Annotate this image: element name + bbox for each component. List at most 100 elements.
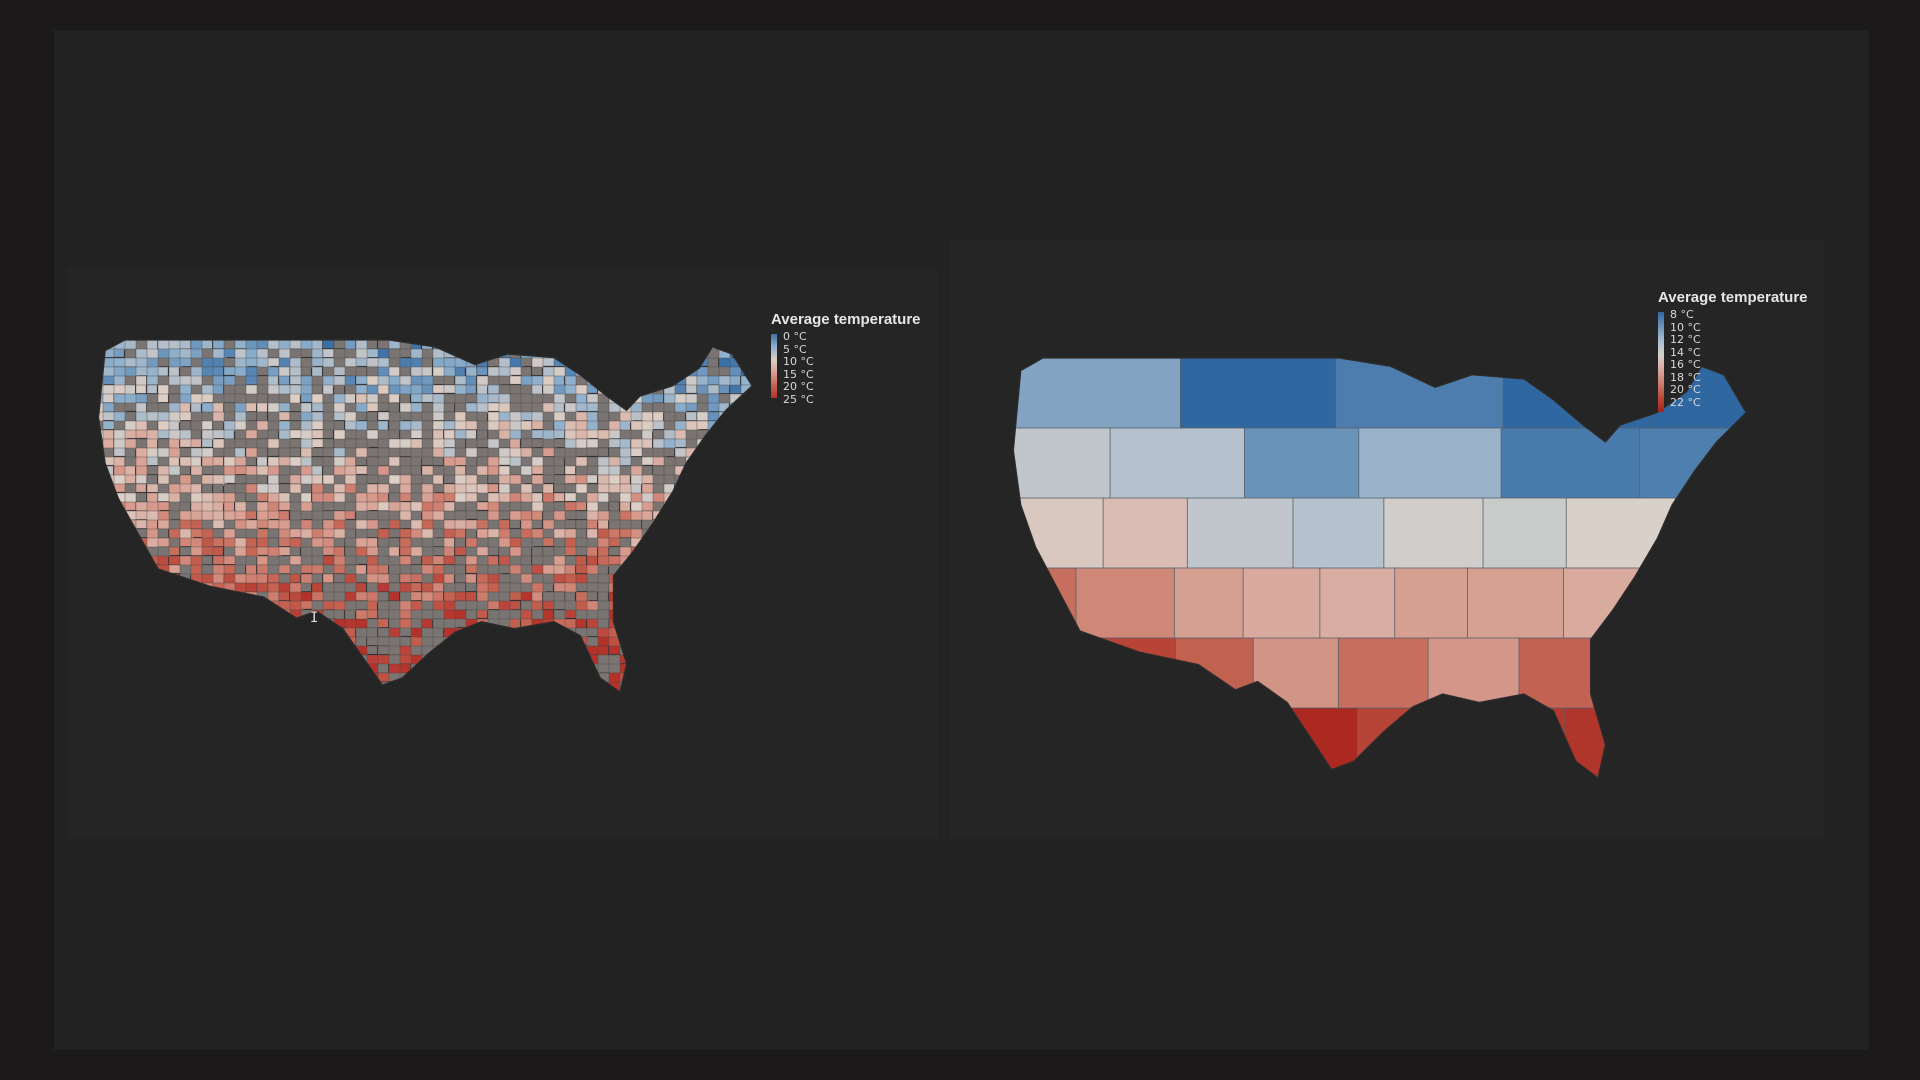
county-region xyxy=(432,357,446,368)
county-region xyxy=(531,645,543,657)
county-region xyxy=(311,573,323,584)
county-region xyxy=(696,681,711,692)
county-region xyxy=(729,582,741,595)
county-region xyxy=(267,528,280,539)
county-region xyxy=(619,456,632,466)
county-legend: Average temperature 0 °C 5 °C 10 °C 15 °… xyxy=(771,311,921,405)
county-region xyxy=(267,510,280,520)
county-region xyxy=(146,645,159,657)
county-region xyxy=(234,609,247,621)
county-region xyxy=(410,591,422,601)
county-region xyxy=(465,591,477,602)
county-region xyxy=(432,564,446,575)
county-region xyxy=(344,348,357,360)
county-region xyxy=(289,393,301,405)
county-region xyxy=(388,627,402,639)
county-region xyxy=(267,618,282,628)
county-region xyxy=(102,429,114,440)
county-region xyxy=(619,438,631,449)
county-region xyxy=(355,474,369,485)
county-region xyxy=(729,600,741,610)
county-region xyxy=(223,510,236,522)
county-region xyxy=(245,340,258,350)
county-region xyxy=(135,402,147,413)
county-region xyxy=(322,690,334,692)
county-region xyxy=(157,609,171,619)
county-region xyxy=(476,501,490,511)
county-region xyxy=(113,447,126,457)
county-region xyxy=(652,681,667,692)
county-region xyxy=(476,663,488,675)
county-region xyxy=(278,510,290,521)
county-region xyxy=(696,618,710,630)
county-region xyxy=(597,690,611,692)
county-region xyxy=(454,420,467,430)
county-region xyxy=(377,582,391,592)
county-region xyxy=(707,681,719,692)
county-region xyxy=(124,384,136,396)
county-region xyxy=(278,366,290,377)
county-region xyxy=(454,618,468,628)
state-region xyxy=(1674,637,1746,710)
county-region xyxy=(553,492,565,502)
county-region xyxy=(168,591,180,602)
county-region xyxy=(674,672,687,682)
county-region xyxy=(366,501,380,511)
county-region xyxy=(113,627,125,639)
county-region xyxy=(278,456,292,466)
county-region xyxy=(740,672,753,684)
county-region xyxy=(157,366,169,377)
county-region xyxy=(432,663,448,675)
county-region xyxy=(542,654,555,664)
county-region xyxy=(146,519,158,530)
county-region xyxy=(410,519,424,530)
county-region xyxy=(223,411,236,422)
county-region xyxy=(553,627,568,639)
county-region xyxy=(388,483,402,494)
county-region xyxy=(465,474,479,486)
county-region xyxy=(421,555,434,565)
county-region xyxy=(586,681,599,691)
county-region xyxy=(630,384,646,395)
county-region xyxy=(102,393,114,403)
county-region xyxy=(575,384,588,395)
county-region xyxy=(498,384,511,395)
county-region xyxy=(278,573,292,584)
county-region xyxy=(454,672,467,684)
state-region xyxy=(1518,637,1595,710)
county-region xyxy=(245,501,258,512)
county-region xyxy=(597,591,609,602)
county-region xyxy=(377,654,390,665)
county-region xyxy=(333,600,347,611)
county-region xyxy=(542,609,554,620)
county-region xyxy=(553,537,566,548)
county-region xyxy=(729,438,743,448)
county-region xyxy=(575,654,587,666)
county-region xyxy=(487,672,502,685)
county-region xyxy=(256,618,269,629)
county-region xyxy=(333,546,345,557)
county-region xyxy=(124,546,137,557)
county-region xyxy=(432,492,446,503)
county-region xyxy=(311,393,324,405)
county-region xyxy=(322,501,335,511)
county-region xyxy=(333,645,347,657)
county-region xyxy=(608,456,622,467)
county-region xyxy=(740,600,752,612)
county-region xyxy=(641,663,654,674)
county-region xyxy=(707,384,720,395)
county-region xyxy=(179,429,192,441)
county-region xyxy=(212,564,225,576)
county-region xyxy=(113,348,125,358)
county-region xyxy=(146,681,159,692)
county-region xyxy=(355,456,367,466)
county-region xyxy=(718,366,732,376)
county-region xyxy=(410,690,425,692)
county-region xyxy=(630,429,642,440)
county-region xyxy=(179,510,192,521)
county-region xyxy=(135,609,149,621)
county-region xyxy=(146,636,159,646)
county-region xyxy=(113,420,126,431)
county-region xyxy=(432,528,445,538)
county-region xyxy=(179,483,192,494)
